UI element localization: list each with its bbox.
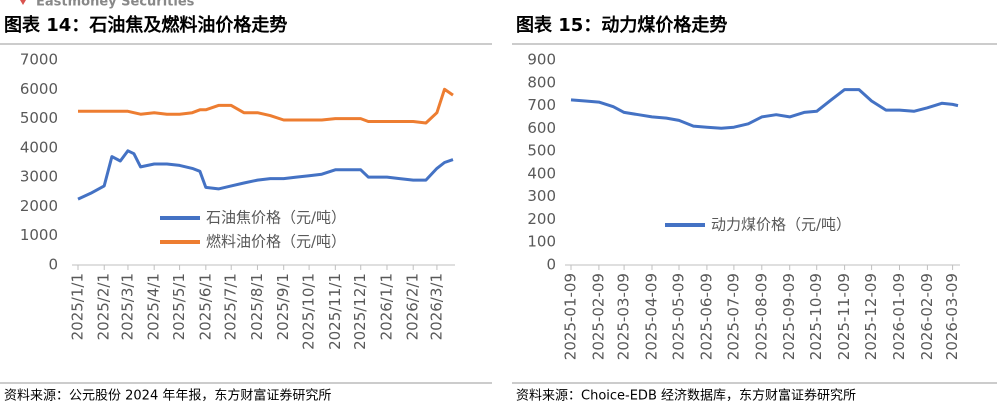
y-tick-label: 0 (48, 256, 58, 274)
x-tick-label: 2025/7/1 (222, 273, 240, 340)
y-tick-label: 900 (527, 51, 556, 69)
x-tick-label: 2025/11/1 (326, 273, 344, 350)
chart-title: 图表 14：石油焦及燃料油价格走势 (4, 14, 287, 36)
x-tick-label: 2025-03-09 (615, 273, 633, 360)
y-tick-label: 2000 (20, 197, 58, 215)
x-tick-label: 2025-04-09 (643, 273, 661, 360)
y-tick-label: 3000 (20, 168, 58, 186)
x-tick-label: 2025-12-09 (862, 273, 880, 360)
y-tick-label: 700 (527, 96, 556, 114)
x-tick-label: 2025/4/1 (145, 273, 163, 340)
x-tick-label: 2025/1/1 (69, 273, 87, 340)
y-tick-label: 500 (527, 142, 556, 160)
x-tick-label: 2025-07-09 (724, 273, 742, 360)
x-tick-label: 2025/9/1 (274, 273, 292, 340)
x-tick-label: 2025-10-09 (807, 273, 825, 360)
x-tick-label: 2025-11-09 (835, 273, 853, 360)
x-tick-label: 2025-01-09 (562, 273, 580, 360)
x-tick-label: 2026-03-09 (943, 273, 961, 360)
y-tick-label: 5000 (20, 109, 58, 127)
y-tick-label: 1000 (20, 226, 58, 244)
x-tick-label: 2026/1/1 (377, 273, 395, 340)
series-line (78, 87, 454, 125)
x-tick-label: 2025/8/1 (248, 273, 266, 340)
series-line (77, 149, 454, 201)
legend-label: 动力煤价格（元/吨） (711, 216, 851, 234)
x-tick-label: 2026/3/1 (427, 273, 445, 340)
x-tick-label: 2025/6/1 (196, 273, 214, 340)
x-tick-label: 2025/12/1 (351, 273, 369, 350)
legend-label: 石油焦价格（元/吨） (206, 209, 346, 227)
legend-label: 燃料油价格（元/吨） (206, 233, 346, 251)
x-tick-label: 2025-02-09 (589, 273, 607, 360)
x-tick-label: 2025-05-09 (670, 273, 688, 360)
x-tick-label: 2025-09-09 (780, 273, 798, 360)
y-tick-label: 300 (527, 187, 556, 205)
series-line (570, 88, 959, 130)
y-tick-label: 200 (527, 210, 556, 228)
y-tick-label: 100 (527, 233, 556, 251)
y-tick-label: 600 (527, 119, 556, 137)
x-tick-label: 2025/3/1 (118, 273, 136, 340)
y-tick-label: 800 (527, 73, 556, 91)
brand: Eastmoney Securities (36, 0, 195, 10)
x-tick-label: 2026-02-09 (918, 273, 936, 360)
y-tick-label: 0 (546, 256, 556, 274)
source-note: 资料来源：公元股份 2024 年年报，东方财富证券研究所 (4, 388, 331, 404)
x-tick-label: 2025-06-09 (697, 273, 715, 360)
x-tick-label: 2026-01-09 (890, 273, 908, 360)
x-tick-label: 2025-08-09 (752, 273, 770, 360)
x-tick-label: 2025/10/1 (300, 273, 318, 350)
y-tick-label: 7000 (20, 51, 58, 69)
brand-mark (20, 0, 26, 5)
y-tick-label: 400 (527, 164, 556, 182)
chart-title: 图表 15：动力煤价格走势 (516, 14, 727, 36)
x-tick-label: 2025/2/1 (95, 273, 113, 340)
x-tick-label: 2025/5/1 (170, 273, 188, 340)
y-tick-label: 6000 (20, 80, 58, 98)
source-note: 资料来源：Choice-EDB 经济数据库，东方财富证券研究所 (516, 388, 856, 404)
x-tick-label: 2026/2/1 (404, 273, 422, 340)
y-tick-label: 4000 (20, 138, 58, 156)
